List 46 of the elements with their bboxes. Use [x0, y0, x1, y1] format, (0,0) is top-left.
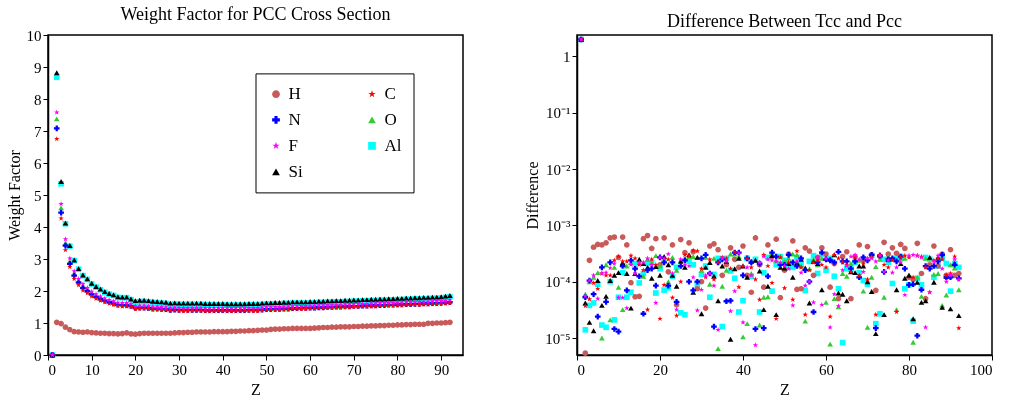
y-tick-label: 10⁻¹ [546, 105, 571, 122]
y-tick-label: 10⁻⁵ [545, 330, 571, 347]
x-tick-label: 20 [128, 361, 144, 378]
y-tick-label: 1 [563, 48, 571, 65]
y-tick-label: 3 [34, 251, 42, 268]
legend-label: Si [288, 161, 303, 181]
x-tick-label: 0 [48, 361, 56, 378]
chart-title: Weight Factor for PCC Cross Section [120, 4, 391, 24]
x-tick-label: 80 [902, 361, 917, 378]
y-tick-label: 0 [34, 347, 42, 364]
x-tick-label: 30 [172, 361, 188, 378]
y-tick-label: 1 [34, 315, 42, 332]
chart-title: Difference Between Tcc and Pcc [667, 11, 902, 31]
y-tick-label: 5 [34, 187, 42, 204]
y-tick-label: 8 [34, 91, 42, 108]
x-tick-label: 20 [653, 361, 668, 378]
x-tick-label: 40 [215, 361, 231, 378]
y-axis-title: Weight Factor [5, 149, 24, 241]
legend-label: H [288, 84, 301, 104]
legend-label: O [384, 109, 397, 129]
x-tick-label: 60 [303, 361, 319, 378]
x-tick-label: 10 [84, 361, 100, 378]
legend-label: C [384, 84, 396, 104]
y-tick-label: 2 [34, 283, 42, 300]
x-tick-label: 40 [736, 361, 751, 378]
x-tick-label: 90 [434, 361, 450, 378]
x-axis-title: Z [780, 380, 790, 398]
x-tick-label: 100 [970, 361, 993, 378]
y-tick-label: 4 [34, 219, 42, 236]
y-tick-label: 9 [34, 59, 42, 76]
legend-label: F [288, 135, 298, 155]
legend-label: N [288, 109, 301, 129]
y-tick-label: 10⁻⁴ [545, 274, 571, 291]
x-tick-label: 70 [346, 361, 362, 378]
legend-label: Al [384, 135, 402, 155]
x-tick-label: 0 [577, 361, 585, 378]
y-axis-title: Difference [524, 161, 542, 230]
y-tick-label: 6 [34, 155, 42, 172]
x-tick-label: 80 [390, 361, 406, 378]
y-tick-label: 7 [34, 123, 42, 140]
y-tick-label: 10 [26, 27, 42, 44]
y-tick-label: 10⁻³ [546, 217, 571, 234]
y-tick-label: 10⁻² [546, 161, 571, 178]
x-tick-label: 50 [259, 361, 275, 378]
x-axis-title: Z [251, 380, 261, 398]
x-tick-label: 60 [819, 361, 834, 378]
